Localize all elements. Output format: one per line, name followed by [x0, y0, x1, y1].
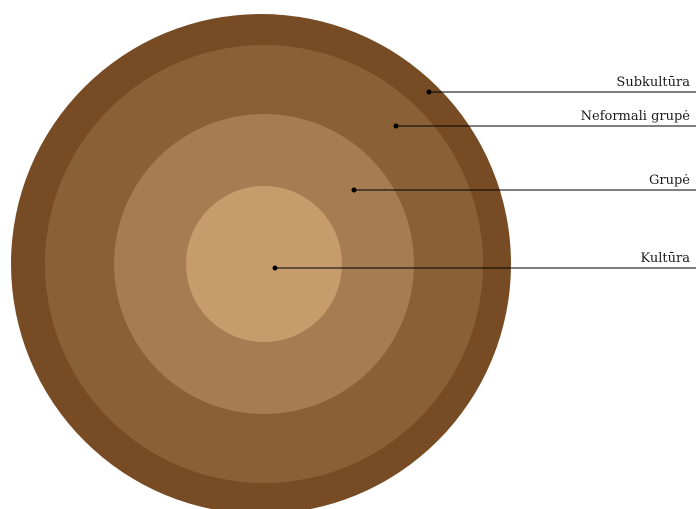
label-subkultura: Subkultūra [616, 75, 690, 90]
label-kultura: Kultūra [640, 251, 690, 266]
leader-subkultura [426, 89, 696, 95]
leader-kultura [272, 265, 696, 271]
leader-grupe [351, 187, 696, 193]
leader-neformali-grupe [393, 123, 696, 129]
label-grupe: Grupė [649, 173, 690, 188]
circle-kultura [186, 186, 342, 342]
label-neformali-grupe: Neformali grupė [581, 109, 691, 124]
